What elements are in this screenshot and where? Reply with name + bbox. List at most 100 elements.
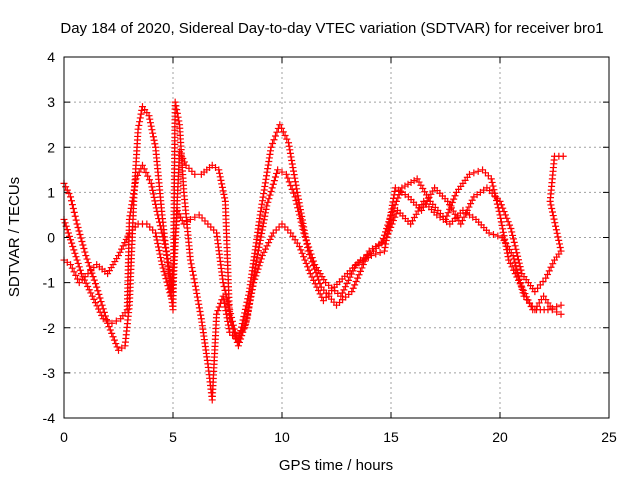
data-point-interp bbox=[551, 219, 559, 227]
data-point-interp bbox=[268, 184, 276, 192]
data-point-interp bbox=[187, 260, 195, 268]
data-point-interp bbox=[193, 289, 201, 297]
data-point-interp bbox=[160, 236, 168, 244]
data-point-interp bbox=[230, 325, 238, 333]
y-tick-label: 4 bbox=[47, 49, 55, 65]
data-point-interp bbox=[79, 241, 87, 249]
data-point-interp bbox=[290, 171, 298, 179]
data-point-interp bbox=[254, 250, 262, 258]
data-point-interp bbox=[96, 308, 104, 316]
data-point-interp bbox=[349, 284, 357, 292]
data-point-interp bbox=[172, 102, 180, 110]
data-point bbox=[215, 166, 223, 174]
data-point-interp bbox=[242, 320, 250, 328]
data-point-interp bbox=[231, 329, 239, 337]
data-point-interp bbox=[391, 187, 399, 195]
data-point-interp bbox=[494, 232, 502, 240]
data-point-interp bbox=[74, 223, 82, 231]
data-point-interp bbox=[552, 222, 560, 230]
data-point-interp bbox=[264, 198, 272, 206]
data-point-interp bbox=[177, 151, 185, 159]
data-point-interp bbox=[191, 213, 199, 221]
data-point bbox=[542, 274, 550, 282]
data-point-interp bbox=[263, 242, 271, 250]
data-point bbox=[507, 224, 515, 232]
data-point-interp bbox=[261, 245, 269, 253]
data-point-interp bbox=[124, 232, 132, 240]
data-point bbox=[465, 170, 473, 178]
data-point-interp bbox=[268, 232, 276, 240]
data-point-interp bbox=[294, 204, 302, 212]
data-point bbox=[276, 121, 284, 129]
data-point-interp bbox=[265, 195, 273, 203]
data-point bbox=[176, 148, 184, 156]
data-point-interp bbox=[467, 200, 475, 208]
data-point-interp bbox=[387, 223, 395, 231]
data-point-interp bbox=[508, 263, 516, 271]
data-point-interp bbox=[103, 316, 111, 324]
data-point-interp bbox=[490, 186, 498, 194]
data-point bbox=[99, 315, 107, 323]
data-point-interp bbox=[155, 247, 163, 255]
data-point-interp bbox=[316, 290, 324, 298]
data-point-interp bbox=[249, 282, 257, 290]
data-point-interp bbox=[344, 276, 352, 284]
data-point bbox=[496, 197, 504, 205]
data-point-interp bbox=[290, 189, 298, 197]
data-point-interp bbox=[96, 294, 104, 302]
data-point bbox=[557, 247, 565, 255]
data-point-interp bbox=[304, 263, 312, 271]
data-point-interp bbox=[302, 236, 310, 244]
data-point bbox=[557, 301, 565, 309]
data-point-interp bbox=[386, 215, 394, 223]
data-point-interp bbox=[338, 289, 346, 297]
data-point-interp bbox=[279, 128, 287, 136]
data-point-interp bbox=[553, 308, 561, 316]
data-point-interp bbox=[450, 195, 458, 203]
data-point-interp bbox=[307, 250, 315, 258]
data-point-interp bbox=[358, 264, 366, 272]
data-point-interp bbox=[145, 176, 153, 184]
data-point-interp bbox=[154, 240, 162, 248]
data-point-interp bbox=[64, 229, 72, 237]
data-point-interp bbox=[196, 308, 204, 316]
data-points bbox=[60, 98, 567, 404]
data-point-interp bbox=[194, 297, 202, 305]
data-point-interp bbox=[553, 229, 561, 237]
data-point-interp bbox=[288, 160, 296, 168]
data-point-interp bbox=[246, 296, 254, 304]
data-point bbox=[191, 279, 199, 287]
data-point-interp bbox=[93, 302, 101, 310]
data-point-interp bbox=[289, 164, 297, 172]
data-point-interp bbox=[158, 229, 166, 237]
data-point-interp bbox=[140, 165, 148, 173]
data-point-interp bbox=[94, 287, 102, 295]
data-point-interp bbox=[95, 290, 103, 298]
x-tick-label: 5 bbox=[169, 429, 177, 445]
data-point-interp bbox=[514, 252, 522, 260]
data-point-interp bbox=[119, 242, 127, 250]
data-point-interp bbox=[192, 286, 200, 294]
data-point-interp bbox=[504, 218, 512, 226]
data-point-interp bbox=[260, 219, 268, 227]
x-tick-label: 25 bbox=[601, 429, 617, 445]
data-point-interp bbox=[306, 247, 314, 255]
data-point-interp bbox=[253, 254, 261, 262]
data-point-interp bbox=[155, 218, 163, 226]
data-point-interp bbox=[281, 132, 289, 140]
data-point-interp bbox=[193, 293, 201, 301]
data-point-interp bbox=[106, 326, 114, 334]
data-point bbox=[234, 342, 242, 350]
data-point-interp bbox=[301, 232, 309, 240]
data-point-interp bbox=[497, 218, 505, 226]
data-point-interp bbox=[71, 249, 79, 257]
data-point-interp bbox=[265, 239, 273, 247]
data-point-interp bbox=[90, 276, 98, 284]
data-point-interp bbox=[260, 248, 268, 256]
data-point-interp bbox=[177, 213, 185, 221]
data-point-interp bbox=[149, 129, 157, 137]
data-point-interp bbox=[518, 285, 526, 293]
data-point-interp bbox=[514, 256, 522, 264]
data-point-interp bbox=[179, 155, 187, 163]
data-point-interp bbox=[70, 208, 78, 216]
